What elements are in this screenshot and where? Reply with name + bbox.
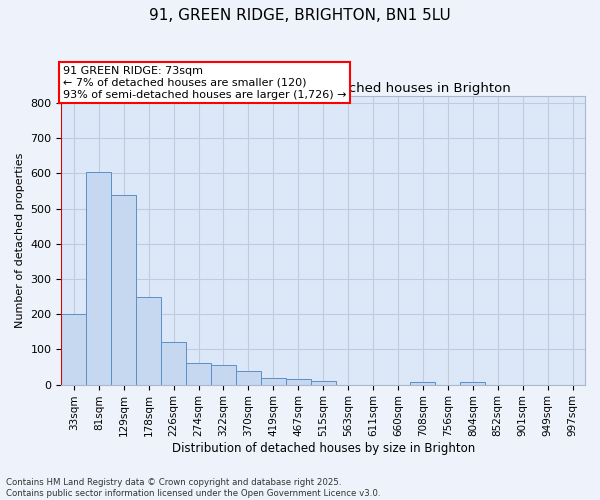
Bar — [311, 381, 335, 384]
Bar — [111, 194, 136, 384]
Bar — [236, 371, 261, 384]
X-axis label: Distribution of detached houses by size in Brighton: Distribution of detached houses by size … — [172, 442, 475, 455]
Bar — [286, 378, 311, 384]
Bar — [410, 382, 436, 384]
Bar — [460, 382, 485, 384]
Y-axis label: Number of detached properties: Number of detached properties — [15, 152, 25, 328]
Text: 91 GREEN RIDGE: 73sqm
← 7% of detached houses are smaller (120)
93% of semi-deta: 91 GREEN RIDGE: 73sqm ← 7% of detached h… — [62, 66, 346, 100]
Text: Contains HM Land Registry data © Crown copyright and database right 2025.
Contai: Contains HM Land Registry data © Crown c… — [6, 478, 380, 498]
Bar — [61, 314, 86, 384]
Title: Size of property relative to detached houses in Brighton: Size of property relative to detached ho… — [136, 82, 511, 95]
Bar — [161, 342, 186, 384]
Bar — [261, 378, 286, 384]
Bar — [136, 296, 161, 384]
Bar — [186, 364, 211, 384]
Bar — [86, 172, 111, 384]
Bar — [211, 364, 236, 384]
Text: 91, GREEN RIDGE, BRIGHTON, BN1 5LU: 91, GREEN RIDGE, BRIGHTON, BN1 5LU — [149, 8, 451, 22]
